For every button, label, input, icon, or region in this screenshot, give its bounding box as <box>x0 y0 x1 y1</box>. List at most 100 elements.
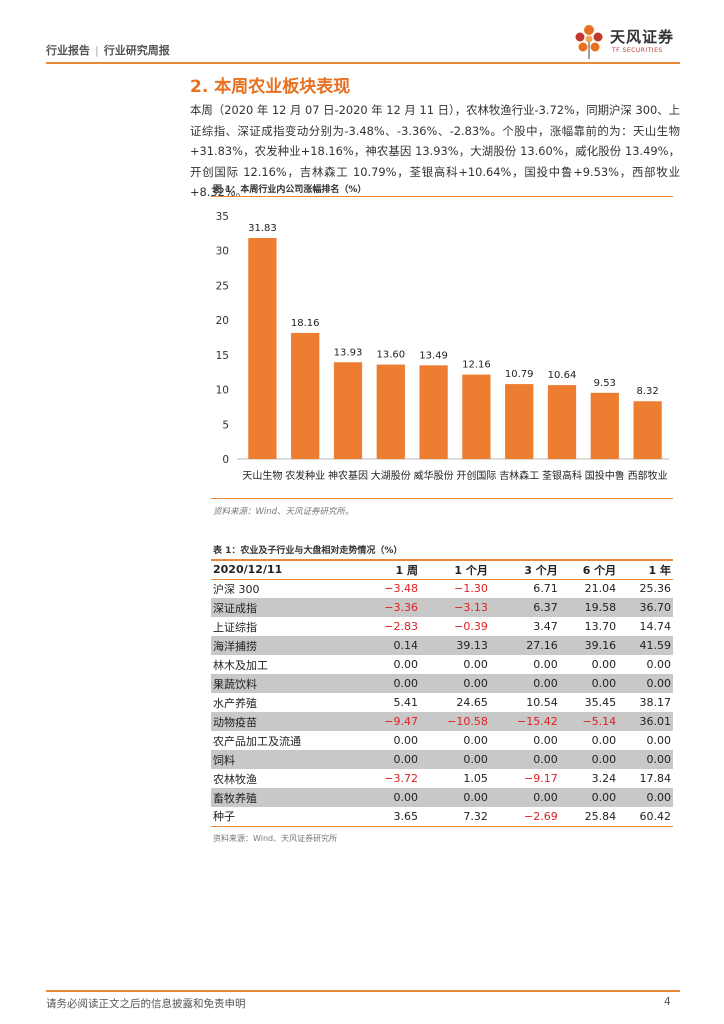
bar <box>547 385 577 459</box>
table-cell: 0.00 <box>361 788 420 807</box>
table-cell: 0.00 <box>618 674 673 693</box>
table-source: 资料来源：Wind、天风证券研究所 <box>213 834 338 843</box>
data-label: 13.60 <box>376 350 405 361</box>
table-cell: 0.00 <box>489 750 560 769</box>
table-title: 表 1：农业及子行业与大盘相对走势情况（%） <box>213 546 403 556</box>
performance-table: 2020/12/11 1 周 1 个月 3 个月 6 个月 1 年 沪深 300… <box>211 559 673 827</box>
row-label: 上证综指 <box>213 620 257 634</box>
bar <box>590 392 619 459</box>
row-label: 沪深 300 <box>213 582 260 596</box>
y-tick-label: 10 <box>216 385 229 397</box>
y-tick-label: 35 <box>216 211 229 223</box>
data-label: 18.16 <box>291 318 320 329</box>
table-cell: 21.04 <box>584 582 617 596</box>
brand-flower-icon <box>575 25 603 59</box>
table-cell: 5.41 <box>393 696 418 709</box>
table-cell: 0.00 <box>393 658 418 671</box>
table-cell: 0.00 <box>533 658 558 671</box>
y-tick-label: 5 <box>222 419 229 431</box>
x-tick-label: 荃银高科 <box>542 469 582 482</box>
table-cell: 0.00 <box>419 750 490 769</box>
x-tick-label: 神农基因 <box>328 469 368 482</box>
row-label: 饲料 <box>211 750 362 769</box>
x-tick-label: 天山生物 <box>242 469 282 482</box>
page-number: 4 <box>664 996 671 1008</box>
data-label: 12.16 <box>462 360 491 371</box>
row-label: 果蔬饮料 <box>211 674 362 693</box>
table-cell: −3.72 <box>384 772 418 785</box>
row-label: 水产养殖 <box>213 696 257 710</box>
table-row: 畜牧养殖 0.00 0.00 0.00 0.00 0.00 <box>211 788 673 807</box>
table-cell: 0.00 <box>489 674 560 693</box>
table-header-1w: 1 周 <box>361 559 420 580</box>
table-cell: 25.84 <box>559 807 619 827</box>
table-cell: −2.83 <box>384 620 418 633</box>
footer-disclaimer: 请务必阅读正文之后的信息披露和免责申明 <box>46 998 246 1010</box>
row-label: 农产品加工及流通 <box>213 734 301 748</box>
bar <box>505 384 534 459</box>
table-row: 林木及加工 0.00 0.00 0.00 0.00 0.00 <box>211 655 673 674</box>
brand-name: 天风证券 <box>610 28 675 46</box>
table-row: 农产品加工及流通 0.00 0.00 0.00 0.00 0.00 <box>211 731 673 750</box>
bar <box>462 374 491 459</box>
table-cell: 13.70 <box>584 620 617 633</box>
x-tick-label: 威华股份 <box>414 469 454 482</box>
table-cell: −2.69 <box>489 807 560 827</box>
y-tick-label: 15 <box>216 350 229 362</box>
table-cell: 0.00 <box>361 674 420 693</box>
figure-source: 资料来源：Wind、天风证券研究所。 <box>213 507 354 517</box>
header-separator: | <box>95 44 99 57</box>
table-header-date: 2020/12/11 <box>211 559 362 580</box>
table-cell: 19.58 <box>559 598 619 617</box>
y-tick-label: 20 <box>216 315 229 327</box>
table-cell: −9.17 <box>524 772 558 785</box>
row-label: 种子 <box>211 807 362 827</box>
table-cell: 27.16 <box>489 636 560 655</box>
table-row: 种子 3.65 7.32 −2.69 25.84 60.42 <box>211 807 673 827</box>
table-cell: 6.71 <box>533 582 558 596</box>
brand-logo: 天风证券 TF SECURITIES <box>572 20 682 62</box>
table-cell: 10.54 <box>526 696 558 709</box>
table-cell: 0.00 <box>419 674 490 693</box>
table-cell: 1.05 <box>463 772 488 785</box>
x-tick-label: 开创国际 <box>456 469 496 482</box>
data-label: 13.49 <box>419 350 448 361</box>
row-label: 海洋捕捞 <box>211 636 362 655</box>
table-row: 深证成指 −3.36 −3.13 6.37 19.58 36.70 <box>211 598 673 617</box>
bar <box>419 365 448 459</box>
data-label: 8.32 <box>636 386 658 397</box>
table-cell: −15.42 <box>489 712 560 731</box>
table-row: 农林牧渔 −3.72 1.05 −9.17 3.24 17.84 <box>211 769 673 788</box>
table-row: 海洋捕捞 0.14 39.13 27.16 39.16 41.59 <box>211 636 673 655</box>
table-cell: 0.00 <box>489 788 560 807</box>
row-label: 农林牧渔 <box>213 772 257 786</box>
table-cell: −3.13 <box>419 598 490 617</box>
y-tick-label: 0 <box>222 454 229 466</box>
bar-chart: 0 5 10 15 20 25 30 35 31.83 天山生物 18.16 农发种业 13.93 神农基… <box>216 211 669 482</box>
data-label: 10.79 <box>505 369 534 380</box>
bar <box>376 364 405 459</box>
table-cell: 25.36 <box>639 582 672 596</box>
table-cell: 0.00 <box>559 750 619 769</box>
table-cell: −3.48 <box>384 582 418 596</box>
table-cell: 0.00 <box>463 658 488 671</box>
table-cell: 0.00 <box>618 750 673 769</box>
table-cell: 7.32 <box>419 807 490 827</box>
data-label: 31.83 <box>248 223 277 234</box>
table-cell: 35.45 <box>584 696 617 709</box>
table-cell: 0.00 <box>361 750 420 769</box>
table-cell: 0.00 <box>559 674 619 693</box>
y-tick-label: 30 <box>216 246 229 258</box>
table-cell: −3.36 <box>361 598 420 617</box>
figure-title: 图 1：本周行业内公司涨幅排名（%） <box>213 185 367 195</box>
figure-top-rule <box>211 196 673 197</box>
table-header-1m: 1 个月 <box>419 559 490 580</box>
table-cell: 0.00 <box>533 734 558 747</box>
table-cell: 3.47 <box>533 620 558 633</box>
table-cell: 3.24 <box>591 772 617 785</box>
header-divider <box>46 62 680 64</box>
data-label: 13.93 <box>334 347 363 358</box>
table-cell: 0.00 <box>591 734 617 747</box>
bar <box>633 401 662 459</box>
table-cell: 39.16 <box>559 636 619 655</box>
